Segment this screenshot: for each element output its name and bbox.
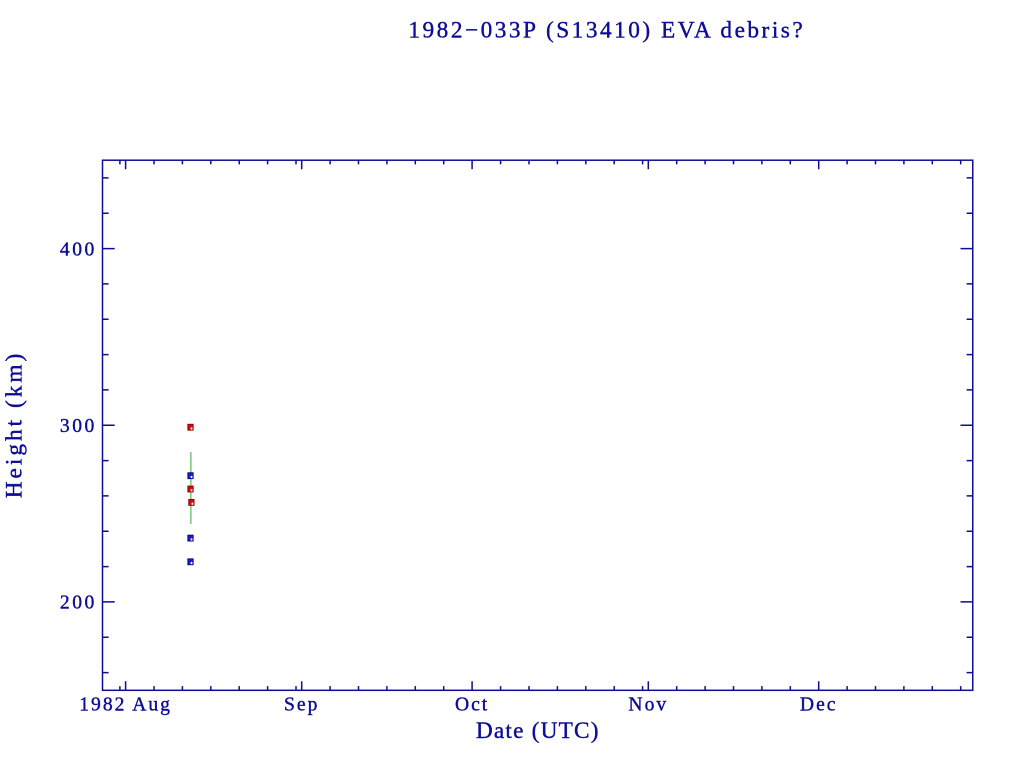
svg-text:400: 400 — [60, 239, 97, 260]
svg-text:Nov: Nov — [628, 695, 668, 716]
svg-text:Date (UTC): Date (UTC) — [476, 718, 600, 744]
svg-text:300: 300 — [60, 416, 97, 437]
svg-text:1982 Aug: 1982 Aug — [79, 695, 172, 716]
svg-text:Dec: Dec — [800, 695, 838, 716]
svg-text:1982−033P (S13410) EVA debris?: 1982−033P (S13410) EVA debris? — [408, 17, 805, 43]
svg-text:200: 200 — [60, 593, 97, 614]
svg-text:Height (km): Height (km) — [2, 351, 28, 499]
svg-text:Oct: Oct — [455, 695, 489, 716]
svg-text:Sep: Sep — [284, 695, 319, 716]
